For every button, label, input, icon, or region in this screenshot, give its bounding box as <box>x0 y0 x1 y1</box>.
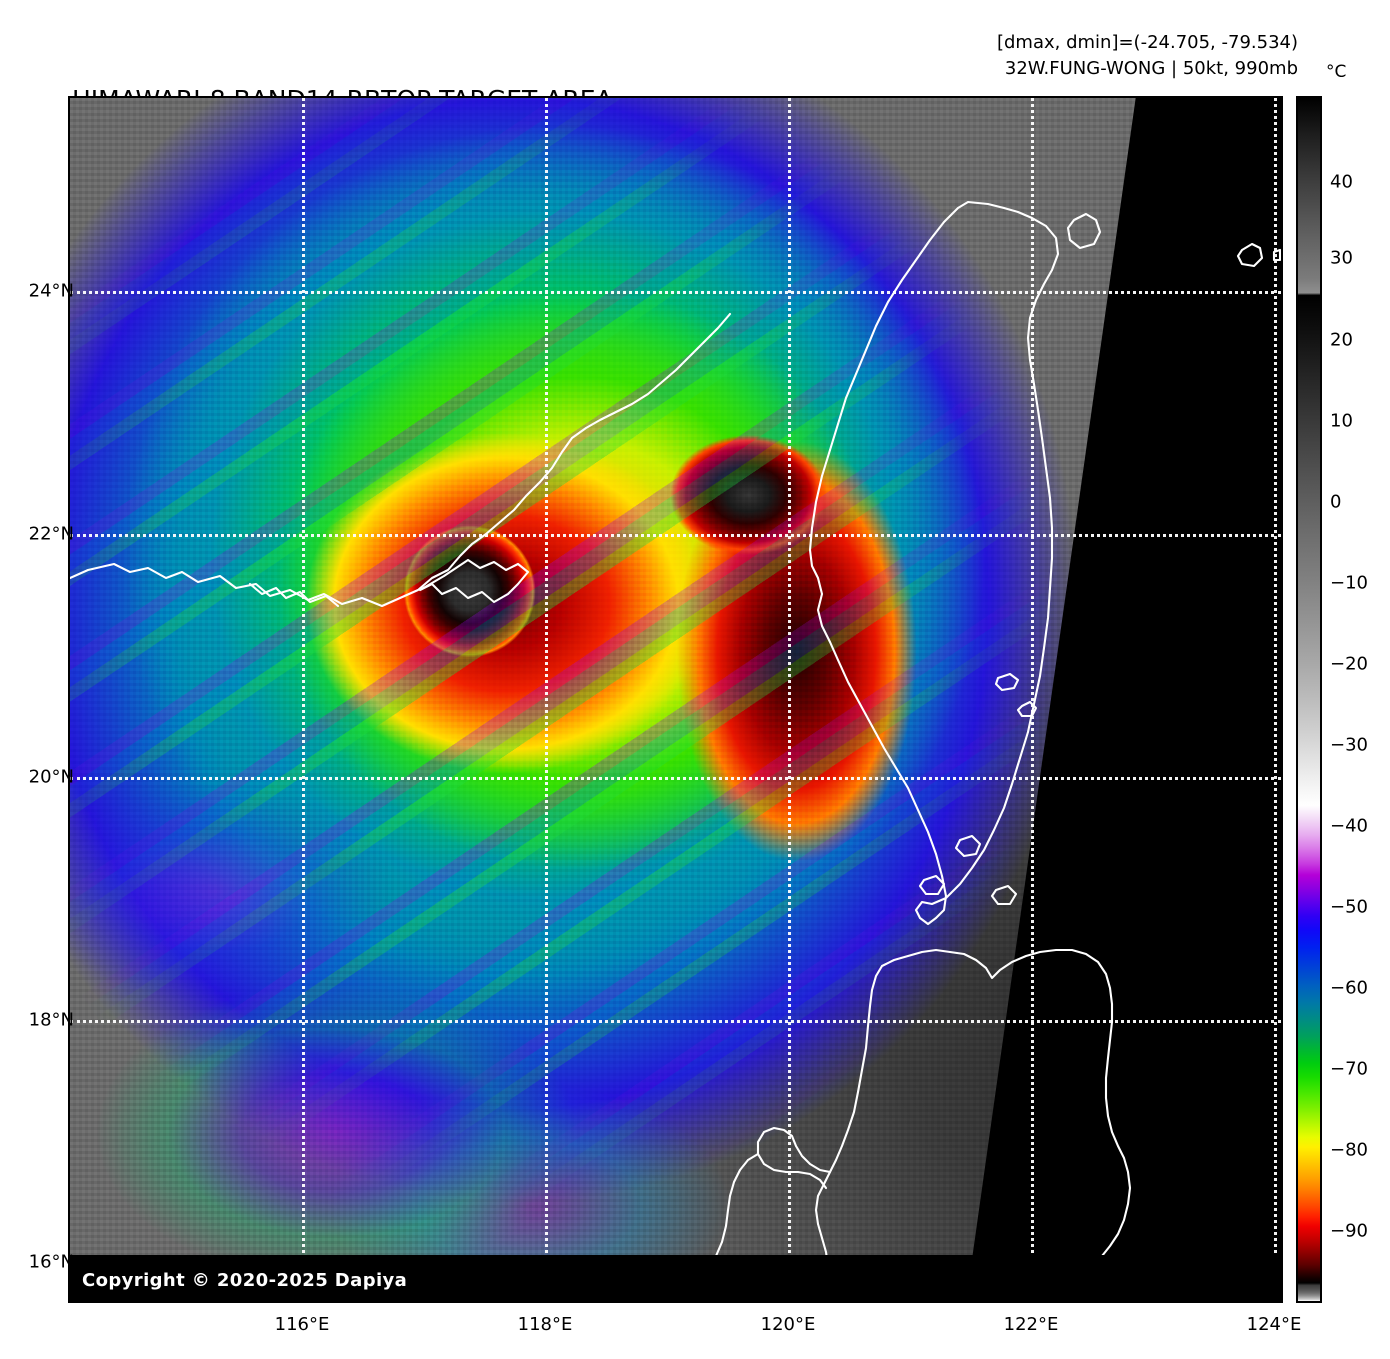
cbar-tick-m90: −90 <box>1330 1220 1368 1242</box>
cbar-tick-m70: −70 <box>1330 1058 1368 1080</box>
copyright-text: Copyright © 2020-2025 Dapiya <box>82 1270 408 1291</box>
cbar-tick-30: 30 <box>1330 247 1353 269</box>
cbar-tick-40: 40 <box>1330 171 1353 193</box>
taiwan-coastline <box>808 200 1060 926</box>
satellite-image-plot: Copyright © 2020-2025 Dapiya <box>68 96 1283 1303</box>
ytick-label-24n: 24°N <box>28 280 74 302</box>
island-babuyan-2 <box>918 874 946 896</box>
china-coastline-inner <box>418 558 530 604</box>
cbar-tick-m40: −40 <box>1330 815 1368 837</box>
cbar-tick-m80: −80 <box>1330 1139 1368 1161</box>
xtick-label-120e: 120°E <box>760 1314 816 1335</box>
luzon-west-bay <box>756 1126 832 1190</box>
xtick-label-116e: 116°E <box>274 1314 330 1335</box>
china-coast-bays <box>248 582 340 608</box>
cbar-tick-10: 10 <box>1330 410 1353 432</box>
gridline-lon-120 <box>788 98 791 1301</box>
china-coastline <box>70 312 732 608</box>
gridline-lon-122 <box>1031 98 1034 1301</box>
cbar-tick-m60: −60 <box>1330 977 1368 999</box>
ytick-label-16n: 16°N <box>28 1251 74 1273</box>
dmax-dmin-text: [dmax, dmin]=(-24.705, -79.534) <box>996 32 1298 53</box>
cbar-tick-m50: −50 <box>1330 896 1368 918</box>
colorbar-gradient <box>1298 98 1320 1301</box>
cbar-tick-m20: −20 <box>1330 653 1368 675</box>
cbar-tick-m30: −30 <box>1330 734 1368 756</box>
satellite-raster: Copyright © 2020-2025 Dapiya <box>70 98 1281 1301</box>
xtick-label-118e: 118°E <box>517 1314 573 1335</box>
storm-info-text: 32W.FUNG-WONG | 50kt, 990mb <box>1004 58 1298 79</box>
cbar-tick-0: 0 <box>1330 491 1342 513</box>
gridline-lat-20 <box>70 777 1281 780</box>
gridline-lon-124 <box>1274 98 1277 1301</box>
island-batan-1 <box>994 672 1020 692</box>
island-babuyan-1 <box>954 834 982 858</box>
tiny-island-ne2 <box>1236 242 1264 268</box>
coastline-overlay <box>70 200 1281 1301</box>
luzon-coastline <box>812 948 1132 1301</box>
gridline-lon-118 <box>545 98 548 1301</box>
xtick-label-122e: 122°E <box>1003 1314 1059 1335</box>
ytick-label-22n: 22°N <box>28 523 74 545</box>
xtick-label-124e: 124°E <box>1246 1314 1302 1335</box>
header-metadata: [dmax, dmin]=(-24.705, -79.534) 32W.FUNG… <box>997 30 1298 82</box>
gridline-lon-116 <box>302 98 305 1301</box>
cbar-tick-20: 20 <box>1330 329 1353 351</box>
colorbar-units-label: °C <box>1326 62 1347 82</box>
gridline-lat-22 <box>70 534 1281 537</box>
ytick-label-20n: 20°N <box>28 766 74 788</box>
gridline-lat-24 <box>70 291 1281 294</box>
cbar-tick-m10: −10 <box>1330 572 1368 594</box>
temperature-colorbar <box>1296 96 1322 1303</box>
bottom-black-strip <box>70 1255 1281 1301</box>
ytick-label-18n: 18°N <box>28 1009 74 1031</box>
island-babuyan-3 <box>990 884 1018 906</box>
gridline-lat-18 <box>70 1020 1281 1023</box>
small-island-ne <box>1066 212 1102 250</box>
